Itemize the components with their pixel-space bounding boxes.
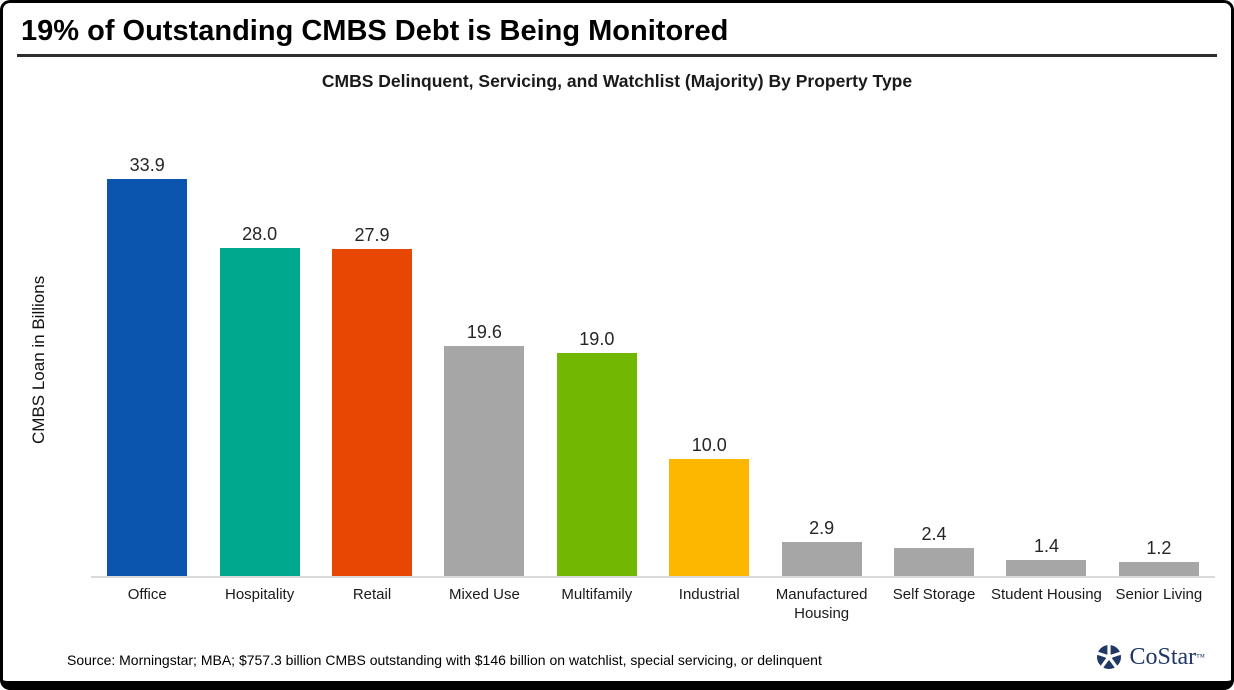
bar-value-label: 2.4 — [921, 524, 947, 544]
bar-retail — [332, 249, 413, 576]
costar-pinwheel-icon — [1094, 642, 1123, 670]
bar-value-label: 19.6 — [466, 322, 502, 342]
bar-chart: CMBS Loan in Billions 33.9 28.0 27.9 19.6 19… — [29, 92, 1215, 623]
bar-multifamily — [556, 353, 637, 576]
x-axis-labels: Office Hospitality Retail Mixed Use Multifam… — [91, 578, 1215, 623]
x-axis-label-mixed-use: Mixed Use — [448, 586, 520, 603]
bar-mixed-use — [444, 346, 525, 576]
bar-group-student-housing: 1.4 — [990, 92, 1102, 576]
page-title: 19% of Outstanding CMBS Debt is Being Mo… — [21, 15, 729, 47]
bar-group-office: 33.9 — [91, 92, 203, 576]
costar-trademark: ™ — [1196, 652, 1205, 662]
bar-group-mixed-use: 19.6 — [428, 92, 540, 576]
x-axis-label-hospitality: Hospitality — [225, 586, 295, 603]
chart-title: CMBS Delinquent, Servicing, and Watchlis… — [321, 71, 913, 91]
bar-value-label: 28.0 — [242, 224, 278, 244]
bar-self-storage — [894, 548, 975, 576]
bar-group-retail: 27.9 — [316, 92, 428, 576]
bar-value-label: 2.9 — [809, 518, 835, 538]
bar-manufactured-housing — [781, 542, 862, 576]
bar-group-self-storage: 2.4 — [878, 92, 990, 576]
bar-value-label: 19.0 — [579, 329, 615, 349]
x-axis-label-senior-living: Senior Living — [1115, 586, 1203, 603]
source-note: Source: Morningstar; MBA; $757.3 billion… — [67, 652, 822, 668]
x-axis-label-student-housing: Student Housing — [990, 586, 1102, 603]
title-divider — [17, 54, 1217, 57]
bar-group-hospitality: 28.0 — [203, 92, 315, 576]
bar-value-label: 10.0 — [691, 435, 727, 455]
bar-value-label: 33.9 — [129, 155, 165, 175]
plot-area: 33.9 28.0 27.9 19.6 19.0 10.0 2.9 2.4 1.4 1.2 — [91, 92, 1215, 578]
x-axis-label-retail: Retail — [352, 586, 392, 603]
bar-group-multifamily: 19.0 — [541, 92, 653, 576]
bar-industrial — [669, 459, 750, 576]
bar-value-label: 1.4 — [1033, 536, 1059, 556]
x-axis-label-self-storage: Self Storage — [892, 586, 976, 603]
x-axis-label-manufactured-housing: Manufactured Housing — [775, 586, 868, 622]
costar-logo: CoStar ™ — [1093, 641, 1205, 673]
bar-hospitality — [219, 248, 300, 576]
bar-value-label: 1.2 — [1146, 538, 1172, 558]
bar-group-manufactured-housing: 2.9 — [765, 92, 877, 576]
bar-value-label: 27.9 — [354, 225, 390, 245]
bar-office — [107, 179, 188, 576]
bar-senior-living — [1118, 562, 1199, 576]
x-axis-label-office: Office — [127, 586, 167, 603]
x-axis-label-industrial: Industrial — [678, 586, 740, 603]
bar-student-housing — [1006, 560, 1087, 576]
x-axis-label-multifamily: Multifamily — [561, 586, 633, 603]
y-axis-label: CMBS Loan in Billions — [29, 275, 48, 445]
costar-logo-text: CoStar — [1129, 643, 1197, 670]
bar-group-industrial: 10.0 — [653, 92, 765, 576]
bar-group-senior-living: 1.2 — [1103, 92, 1215, 576]
